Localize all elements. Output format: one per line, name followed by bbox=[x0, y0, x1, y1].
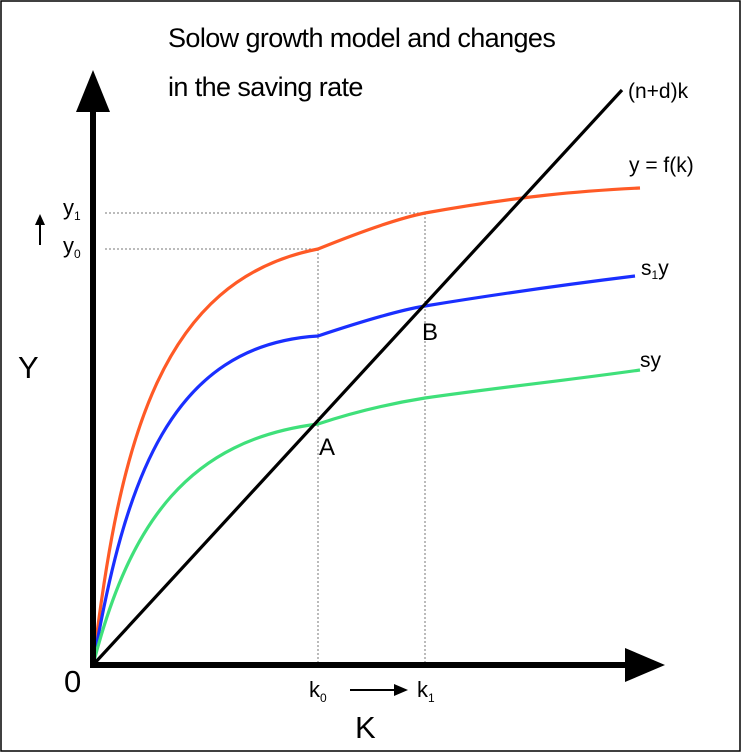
point-b-label: B bbox=[422, 319, 438, 346]
y-axis-arrow bbox=[76, 70, 110, 112]
depreciation-label: (n+d)k bbox=[628, 80, 689, 103]
title-line-2: in the saving rate bbox=[168, 72, 363, 102]
origin-label: 0 bbox=[64, 664, 81, 699]
k0-label: k0 bbox=[309, 677, 327, 705]
y1-label: y1 bbox=[63, 195, 81, 223]
y-axis-label: Y bbox=[18, 350, 39, 385]
saving-old-curve bbox=[91, 368, 641, 666]
point-a-label: A bbox=[319, 434, 335, 461]
title-line-1: Solow growth model and changes bbox=[168, 23, 555, 53]
saving-new-curve bbox=[91, 274, 636, 666]
guide-lines bbox=[105, 212, 426, 665]
saving-old-label: sy bbox=[640, 349, 662, 372]
up-arrow-icon bbox=[35, 214, 45, 245]
right-arrow-icon bbox=[350, 684, 408, 696]
depreciation-line bbox=[91, 88, 624, 667]
x-axis-label: K bbox=[355, 710, 376, 745]
axes bbox=[76, 70, 665, 682]
k1-label: k1 bbox=[417, 677, 435, 705]
x-axis-arrow bbox=[625, 648, 665, 682]
saving-new-label: s1y bbox=[641, 257, 669, 282]
production-curve bbox=[91, 186, 641, 666]
y0-label: y0 bbox=[63, 233, 81, 261]
production-label: y = f(k) bbox=[629, 154, 694, 177]
